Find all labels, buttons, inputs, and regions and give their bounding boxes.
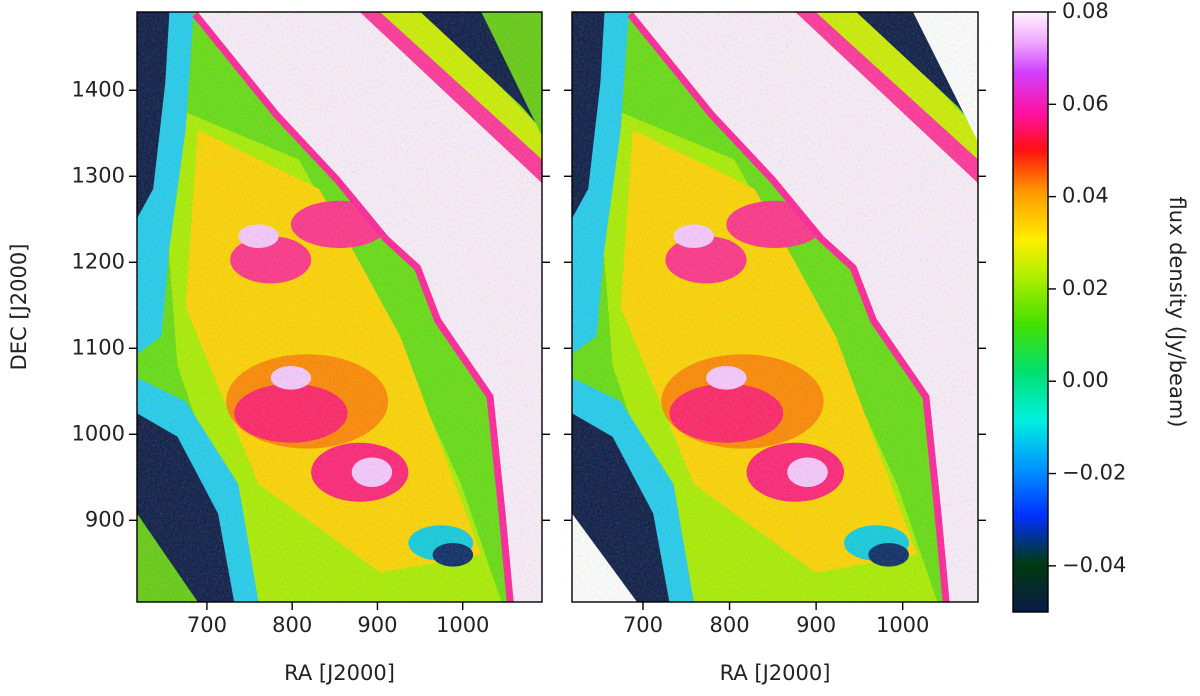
heatmap-image — [572, 12, 978, 602]
x-tick-label: 900 — [796, 613, 836, 637]
colorbar — [1012, 11, 1049, 613]
x-axis-label: RA [J2000] — [720, 661, 831, 685]
x-tick-label: 1000 — [436, 613, 489, 637]
frame — [136, 11, 543, 603]
colorbar-tick-label: 0.02 — [1062, 276, 1109, 300]
colorbar-tick-label: 0.08 — [1062, 0, 1109, 23]
x-tick-label: 1000 — [876, 613, 929, 637]
colorbar-tick-label: 0.06 — [1062, 91, 1109, 115]
image-grain — [137, 12, 542, 602]
y-tick-label: 1400 — [72, 77, 125, 101]
colorbar-tick-label: −0.02 — [1062, 461, 1126, 485]
heatmap-image — [137, 12, 542, 602]
frame — [571, 11, 979, 603]
colorbar-tick-label: 0.00 — [1062, 368, 1109, 392]
x-tick-label: 800 — [710, 613, 750, 637]
y-tick-label: 1200 — [72, 249, 125, 273]
y-tick-label: 1100 — [72, 335, 125, 359]
colorbar-tick-label: 0.04 — [1062, 184, 1109, 208]
image-grain — [572, 12, 978, 602]
colorbar-tick-label: −0.04 — [1062, 553, 1126, 577]
colorbar-label: flux density (Jy/beam) — [1165, 197, 1189, 428]
y-tick-label: 1300 — [72, 163, 125, 187]
x-tick-label: 900 — [357, 613, 397, 637]
x-tick-label: 800 — [272, 613, 312, 637]
x-axis-label: RA [J2000] — [284, 661, 395, 685]
y-tick-label: 900 — [85, 507, 125, 531]
y-axis-label: DEC [J2000] — [7, 244, 31, 371]
x-tick-label: 700 — [187, 613, 227, 637]
x-tick-label: 700 — [623, 613, 663, 637]
y-tick-label: 1000 — [72, 421, 125, 445]
